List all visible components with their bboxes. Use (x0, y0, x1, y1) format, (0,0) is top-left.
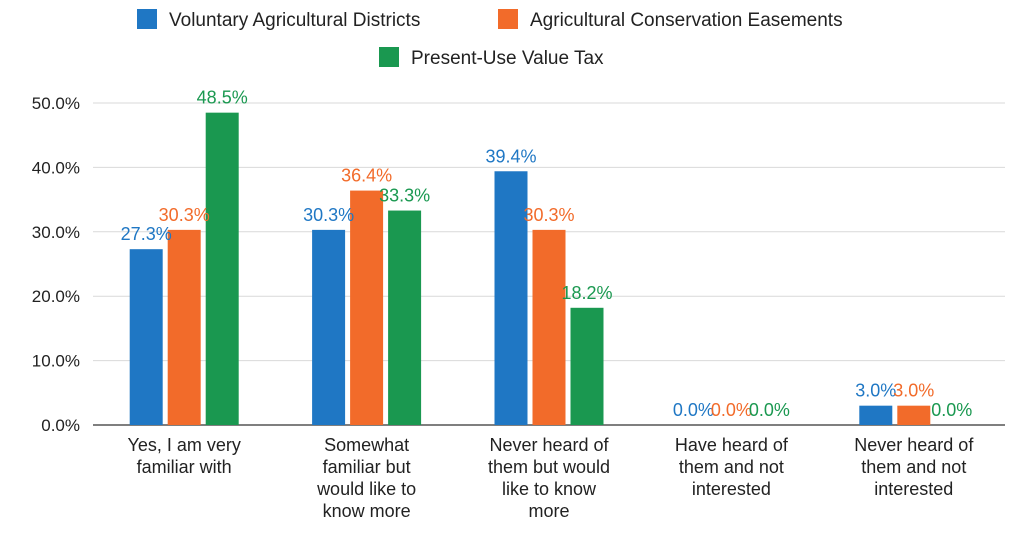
bar (897, 405, 931, 425)
x-category-label-line: interested (874, 479, 953, 499)
bar (312, 229, 346, 425)
legend-label: Voluntary Agricultural Districts (169, 10, 420, 31)
bar (129, 249, 163, 425)
x-category-label-line: them but would (488, 457, 610, 477)
bar (388, 210, 422, 425)
y-tick-label: 50.0% (32, 94, 80, 113)
bars (129, 112, 931, 425)
data-label: 30.3% (523, 205, 574, 225)
x-category-label: Have heard of them and not interested (675, 435, 789, 499)
data-label: 3.0% (855, 381, 896, 401)
legend-swatch (137, 9, 157, 29)
data-label: 27.3% (121, 224, 172, 244)
bar (859, 405, 893, 425)
x-category-label-line: Have heard of (675, 435, 789, 455)
legend-label: Agricultural Conservation Easements (530, 10, 843, 31)
x-category-label-line: interested (692, 479, 771, 499)
data-label: 48.5% (197, 88, 248, 108)
bar (167, 229, 201, 425)
y-tick-label: 30.0% (32, 223, 80, 242)
data-label: 33.3% (379, 186, 430, 206)
legend-swatch (498, 9, 518, 29)
data-labels: 27.3%30.3%48.5%30.3%36.4%33.3%39.4%30.3%… (121, 88, 973, 420)
legend-label: Present-Use Value Tax (411, 48, 604, 69)
x-category-label-line: know more (323, 501, 411, 521)
x-category-label-line: more (528, 501, 569, 521)
bar (350, 190, 384, 425)
x-category-label: Somewhat familiar but would like to know mo… (316, 435, 416, 521)
bar (532, 229, 566, 425)
x-category-label-line: Somewhat (324, 435, 409, 455)
x-category-label: Never heard of them and not interested (854, 435, 974, 499)
bar (494, 171, 528, 425)
data-label: 0.0% (931, 400, 972, 420)
y-tick-label: 40.0% (32, 158, 80, 177)
data-label: 39.4% (485, 146, 536, 166)
x-category-label-line: Never heard of (489, 435, 609, 455)
y-tick-label: 20.0% (32, 287, 80, 306)
y-tick-label: 10.0% (32, 352, 80, 371)
x-category-label-line: Never heard of (854, 435, 974, 455)
x-category-label-line: familiar with (137, 457, 232, 477)
data-label: 3.0% (893, 381, 934, 401)
bar (570, 307, 604, 425)
x-category-label-line: them and not (679, 457, 784, 477)
data-label: 0.0% (749, 400, 790, 420)
data-label: 30.3% (303, 205, 354, 225)
bar (205, 112, 239, 425)
data-label: 18.2% (561, 283, 612, 303)
data-label: 0.0% (673, 400, 714, 420)
legend-swatch (379, 47, 399, 67)
data-label: 30.3% (159, 205, 210, 225)
x-category-label-line: like to know (502, 479, 597, 499)
x-category-label-line: familiar but (323, 457, 411, 477)
x-category-label: Never heard of them but would like to know… (488, 435, 610, 521)
data-label: 36.4% (341, 166, 392, 186)
x-category-label-line: would like to (316, 479, 416, 499)
x-category-label-line: Yes, I am very (128, 435, 241, 455)
x-category-label: Yes, I am very familiar with (128, 435, 241, 477)
x-category-label-line: them and not (861, 457, 966, 477)
y-tick-label: 0.0% (41, 416, 80, 435)
legend: Voluntary Agricultural Districts Agricult… (137, 9, 843, 69)
data-label: 0.0% (711, 400, 752, 420)
